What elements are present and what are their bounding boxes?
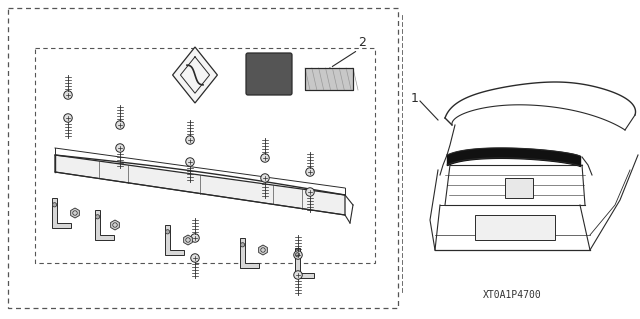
Circle shape bbox=[241, 243, 244, 247]
Text: XT0A1P4700: XT0A1P4700 bbox=[483, 290, 541, 300]
Bar bbox=[305, 68, 353, 90]
Circle shape bbox=[52, 203, 57, 207]
Circle shape bbox=[64, 91, 72, 99]
Circle shape bbox=[64, 114, 72, 122]
Bar bbox=[475, 215, 555, 240]
Polygon shape bbox=[111, 220, 119, 230]
Polygon shape bbox=[173, 47, 218, 103]
Circle shape bbox=[165, 230, 170, 234]
Circle shape bbox=[116, 121, 124, 129]
Bar bbox=[8, 8, 398, 308]
Circle shape bbox=[116, 144, 124, 152]
Polygon shape bbox=[240, 238, 259, 268]
Circle shape bbox=[306, 168, 314, 176]
Polygon shape bbox=[95, 210, 114, 240]
Circle shape bbox=[191, 254, 199, 262]
Circle shape bbox=[260, 174, 269, 182]
Polygon shape bbox=[55, 155, 345, 215]
Circle shape bbox=[294, 251, 302, 259]
Circle shape bbox=[186, 136, 195, 144]
Polygon shape bbox=[165, 225, 184, 255]
Bar bbox=[505, 178, 533, 198]
Circle shape bbox=[306, 188, 314, 196]
Circle shape bbox=[186, 158, 195, 166]
Text: 2: 2 bbox=[358, 35, 366, 48]
Polygon shape bbox=[52, 198, 70, 228]
Circle shape bbox=[191, 234, 199, 242]
FancyBboxPatch shape bbox=[246, 53, 292, 95]
Text: 1: 1 bbox=[411, 92, 419, 105]
Circle shape bbox=[296, 253, 300, 257]
Polygon shape bbox=[184, 235, 193, 245]
Bar bbox=[35, 48, 375, 263]
Circle shape bbox=[260, 154, 269, 162]
Polygon shape bbox=[70, 208, 79, 218]
Bar bbox=[305, 68, 353, 90]
Polygon shape bbox=[295, 248, 314, 278]
Polygon shape bbox=[259, 245, 268, 255]
Circle shape bbox=[95, 215, 100, 219]
Circle shape bbox=[294, 271, 302, 279]
